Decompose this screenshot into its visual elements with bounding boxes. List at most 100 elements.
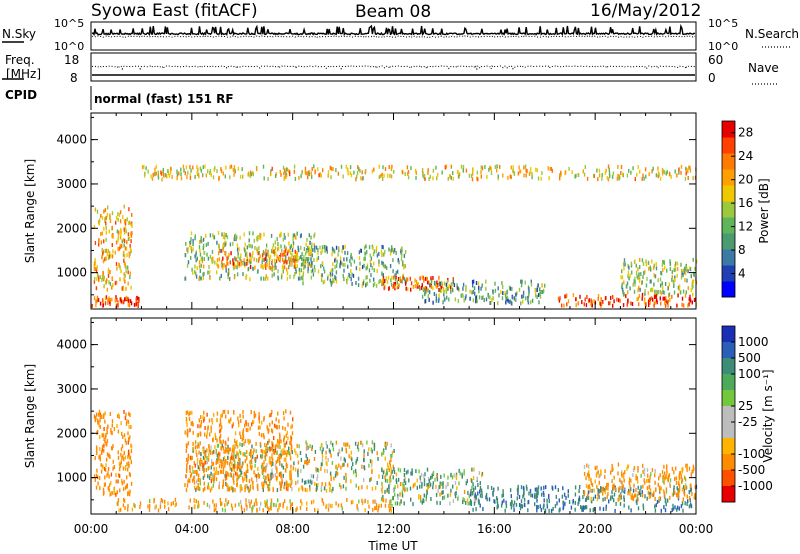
velocity-range-cell — [276, 467, 278, 472]
counts-panel-frame — [90, 21, 697, 51]
velocity-colorbar-swatch — [722, 358, 735, 375]
power-range-cell — [355, 266, 358, 271]
velocity-range-cell — [224, 476, 227, 481]
power-range-cell — [294, 176, 297, 181]
power-range-cell — [406, 165, 409, 170]
velocity-colorbar-tick-label: 25 — [738, 399, 753, 413]
power-ytick-label: 4000 — [56, 133, 87, 147]
velocity-range-cell — [523, 502, 526, 507]
velocity-range-cell — [344, 458, 346, 463]
velocity-range-cell — [218, 451, 220, 456]
power-range-cell — [537, 176, 540, 181]
power-range-cell — [274, 240, 276, 245]
velocity-range-cell — [323, 486, 326, 491]
power-range-cell — [539, 287, 541, 292]
power-range-cell — [450, 285, 452, 290]
power-range-cell — [509, 286, 512, 291]
power-range-cell — [282, 252, 284, 257]
velocity-range-cell — [355, 483, 357, 488]
velocity-range-cell — [671, 466, 674, 471]
velocity-range-cell — [263, 481, 265, 486]
power-range-cell — [586, 176, 589, 181]
velocity-range-cell — [290, 469, 292, 474]
velocity-range-cell — [270, 506, 272, 511]
power-range-cell — [662, 296, 664, 301]
power-range-cell — [202, 246, 204, 251]
velocity-range-cell — [272, 461, 274, 466]
velocity-range-cell — [604, 474, 606, 479]
power-range-cell — [151, 176, 154, 181]
velocity-range-cell — [390, 478, 392, 483]
velocity-range-cell — [450, 488, 452, 493]
velocity-range-cell — [669, 495, 671, 500]
velocity-range-cell — [213, 503, 215, 508]
power-range-cell — [638, 302, 640, 307]
velocity-range-cell — [327, 507, 330, 512]
velocity-range-cell — [117, 501, 119, 506]
power-range-cell — [349, 171, 351, 176]
velocity-range-cell — [257, 472, 260, 477]
power-range-cell — [306, 257, 308, 261]
velocity-range-cell — [435, 492, 438, 497]
power-range-cell — [176, 176, 178, 181]
velocity-range-cell — [124, 438, 127, 443]
power-colorbar-label: Power [dB] — [757, 178, 771, 243]
power-range-cell — [274, 251, 277, 256]
velocity-range-cell — [540, 486, 542, 491]
power-range-cell — [227, 255, 229, 260]
cpid-label: CPID — [5, 88, 37, 102]
velocity-range-cell — [113, 427, 116, 432]
power-range-cell — [393, 275, 395, 280]
power-range-cell — [462, 286, 464, 291]
power-range-cell — [428, 297, 430, 302]
cpid-value: normal (fast) 151 RF — [94, 92, 234, 106]
velocity-range-cell — [256, 474, 258, 479]
velocity-range-cell — [582, 507, 584, 512]
power-range-cell — [192, 238, 194, 243]
power-range-cell — [421, 168, 424, 172]
power-range-cell — [681, 271, 683, 276]
power-range-cell — [446, 286, 449, 291]
power-range-cell — [501, 296, 504, 301]
velocity-range-cell — [335, 464, 338, 469]
power-range-cell — [496, 168, 498, 173]
power-range-cell — [202, 173, 204, 178]
power-range-cell — [271, 247, 274, 251]
power-range-cell — [520, 283, 523, 288]
velocity-range-cell — [347, 442, 349, 447]
power-range-cell — [112, 234, 114, 239]
power-range-cell — [436, 284, 438, 289]
velocity-range-cell — [321, 482, 323, 486]
power-range-cell — [648, 172, 650, 177]
velocity-range-cell — [371, 459, 373, 464]
velocity-range-cell — [95, 415, 97, 420]
power-range-cell — [107, 269, 110, 274]
power-range-cell — [639, 265, 641, 269]
power-range-cell — [597, 177, 599, 182]
velocity-range-cell — [289, 456, 292, 461]
power-range-cell — [300, 233, 302, 238]
power-range-cell — [277, 241, 279, 246]
power-range-cell — [339, 264, 341, 269]
power-range-cell — [638, 276, 641, 281]
power-range-cell — [295, 267, 297, 271]
power-range-cell — [380, 249, 383, 254]
velocity-range-cell — [264, 442, 266, 447]
power-range-cell — [689, 267, 692, 272]
power-range-cell — [199, 166, 202, 171]
velocity-range-cell — [218, 481, 221, 486]
power-range-cell — [649, 279, 651, 284]
velocity-range-cell — [103, 413, 105, 418]
power-range-cell — [277, 256, 280, 261]
velocity-range-cell — [224, 449, 227, 454]
velocity-range-cell — [534, 487, 537, 492]
power-range-cell — [143, 173, 146, 178]
power-range-cell — [267, 177, 269, 181]
velocity-range-cell — [244, 484, 247, 489]
velocity-range-cell — [325, 455, 327, 460]
velocity-colorbar-swatch — [722, 486, 735, 503]
power-range-cell — [334, 265, 336, 270]
power-range-cell — [383, 264, 385, 269]
velocity-range-cell — [562, 486, 564, 491]
